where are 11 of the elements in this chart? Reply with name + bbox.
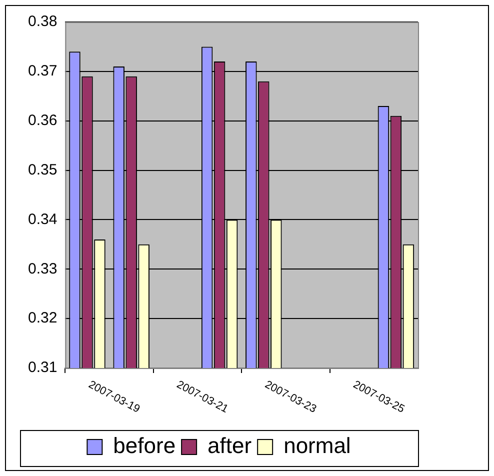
legend-label: normal (284, 433, 351, 458)
y-tick-label: 0.35 (28, 161, 58, 178)
y-tick-label: 0.32 (28, 310, 58, 327)
y-tick-label: 0.37 (28, 62, 58, 80)
y-tick-label: 0.38 (28, 13, 58, 30)
y-tick-label: 0.34 (28, 210, 58, 228)
legend-label: before (113, 433, 176, 458)
y-tick-label: 0.33 (28, 260, 58, 278)
legend-label: after (208, 433, 252, 458)
y-tick-label: 0.31 (28, 359, 58, 376)
y-tick-label: 0.36 (28, 112, 58, 129)
